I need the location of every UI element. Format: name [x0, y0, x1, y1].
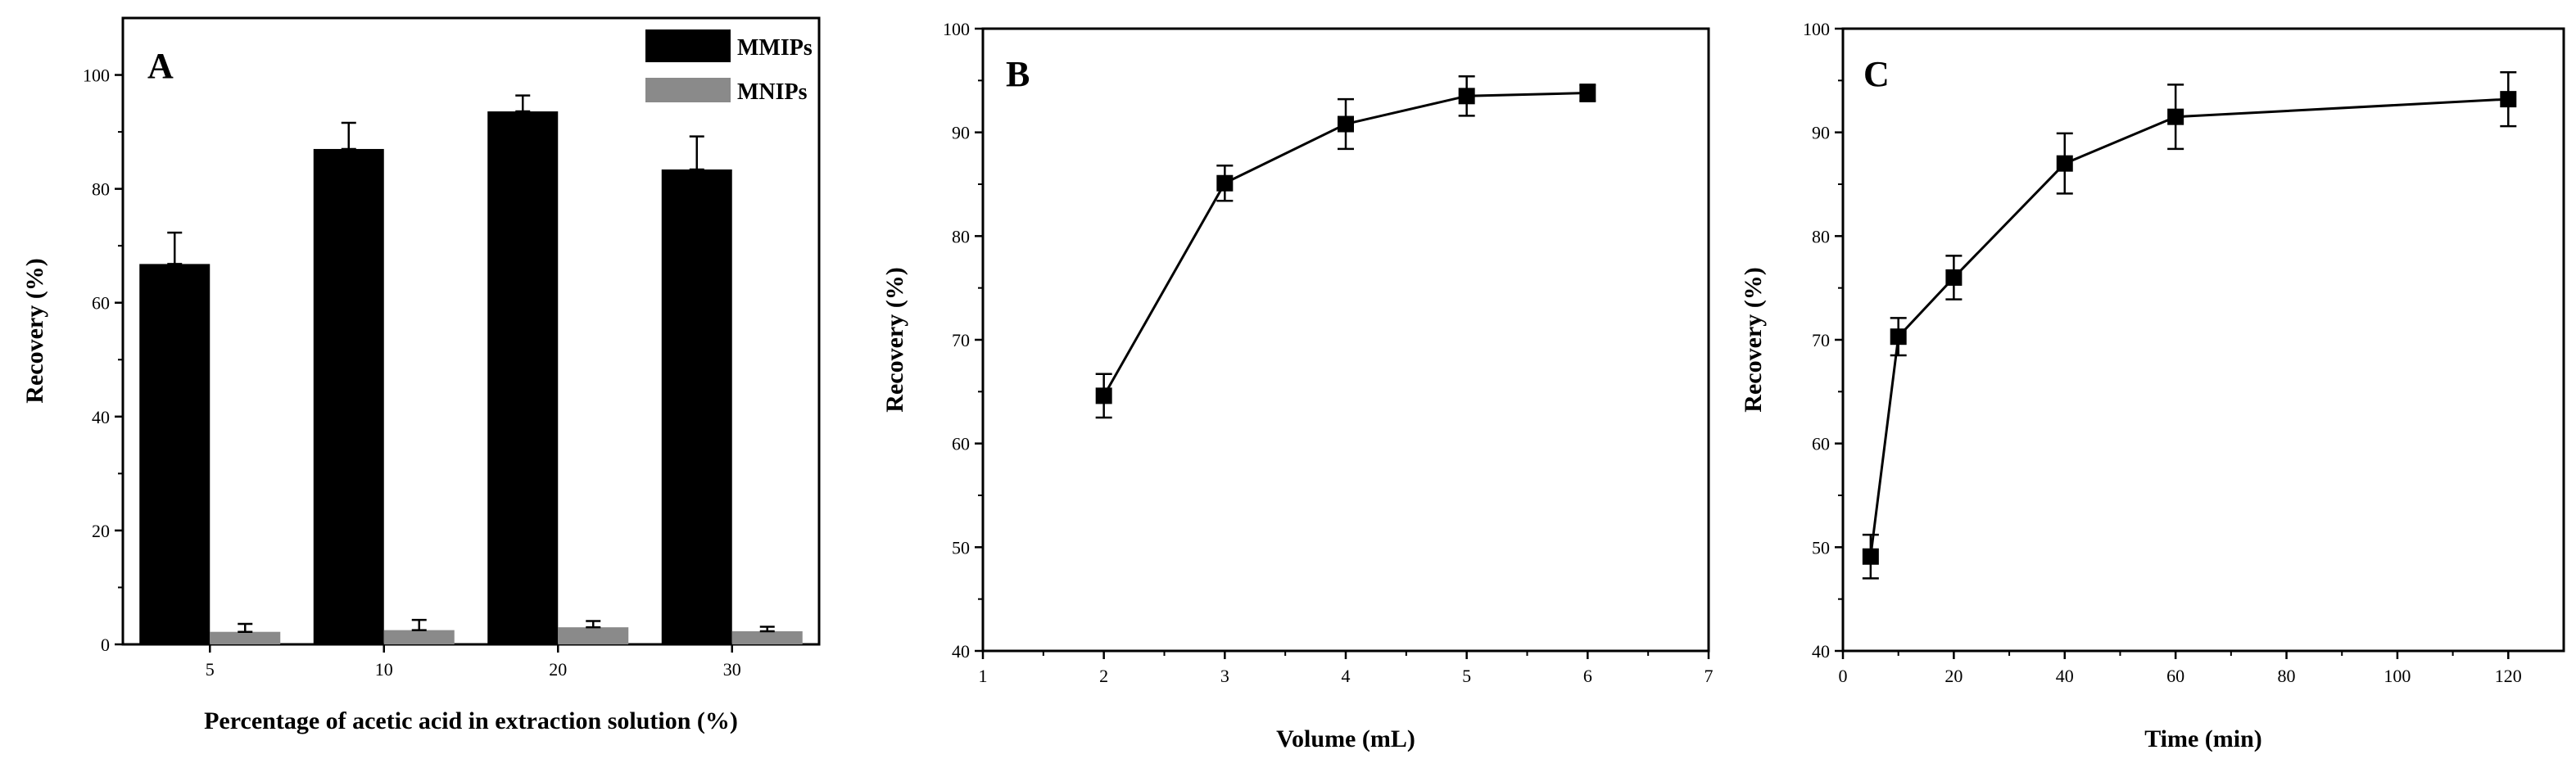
- panel-c-series: [1862, 70, 2517, 580]
- panel-b-x-tick-label: 4: [1342, 666, 1351, 686]
- panel-a-y-tick-label: 60: [92, 293, 110, 314]
- panel-b-x-tick-label: 2: [1099, 666, 1108, 686]
- panel-a-plot-frame: [121, 16, 821, 646]
- panel-a-bar-chart: 0 20 40 60 80 100 5 10 20 30 A Recovery (%) Perce…: [21, 16, 821, 734]
- panel-b-y-tick-label: 70: [952, 330, 970, 350]
- panel-a-x-tick-label: 30: [723, 659, 741, 680]
- panel-a-y-axis-label: Recovery (%): [21, 258, 48, 403]
- panel-b-x-tick-label: 5: [1462, 666, 1471, 686]
- panel-b-axis-ticks: 40 50 60 70 80 90 100 1 2 3 4 5 6 7: [943, 19, 1714, 686]
- panel-a-error-bar-mmips-30: [689, 135, 704, 171]
- panel-a-error-bar-mmips-10: [341, 121, 356, 151]
- panel-c-plot-frame: [1841, 27, 2565, 653]
- panel-c-series-line: [1869, 97, 2509, 557]
- panel-b-y-tick-label: 50: [952, 537, 970, 558]
- legend-label-mnips: MNIPs: [737, 79, 808, 105]
- panel-b-data-point-5: [1458, 88, 1475, 105]
- panel-c-label: C: [1863, 54, 1890, 94]
- panel-c-x-tick-label: 120: [2495, 666, 2522, 686]
- panel-b-x-axis-label: Volume (mL): [1276, 725, 1415, 752]
- legend-swatch-mmips: [645, 29, 731, 62]
- panel-c-y-tick-label: 50: [1812, 537, 1830, 558]
- panel-b-y-axis-label: Recovery (%): [881, 267, 908, 412]
- panel-b-x-tick-label: 6: [1583, 666, 1592, 686]
- panel-b-y-tick-label: 60: [952, 434, 970, 454]
- panel-c-y-axis-label: Recovery (%): [1740, 267, 1767, 412]
- panel-a-y-tick-label: 20: [92, 521, 110, 541]
- panel-b-line-chart: 40 50 60 70 80 90 100 1 2 3 4 5 6 7 B Recovery (%) Vo…: [881, 19, 1714, 752]
- panel-a-y-tick-label: 40: [92, 407, 110, 427]
- panel-a-error-bar-mnips-5: [238, 622, 253, 633]
- panel-c-data-point-40: [2056, 155, 2073, 172]
- panel-a-x-tick-label: 20: [549, 659, 567, 680]
- panel-a-x-axis-label: Percentage of acetic acid in extraction …: [204, 707, 738, 734]
- panel-b-x-tick-label: 3: [1220, 666, 1229, 686]
- panel-a-bar-mmips-10: [313, 148, 384, 645]
- panel-c-x-tick-label: 0: [1839, 666, 1848, 686]
- panel-a-bar-mmips-20: [487, 111, 559, 644]
- panel-b-y-tick-label: 90: [952, 123, 970, 143]
- panel-a-x-tick-label: 10: [375, 659, 393, 680]
- panel-a-error-bar-mnips-30: [759, 626, 775, 633]
- panel-a-bar-mmips-5: [139, 264, 211, 644]
- panel-b-x-tick-label: 7: [1705, 666, 1714, 686]
- panel-b-data-point-6: [1579, 84, 1596, 102]
- panel-c-x-tick-label: 40: [2056, 666, 2074, 686]
- panel-c-x-axis-label: Time (min): [2144, 725, 2262, 752]
- panel-b-data-point-2: [1095, 387, 1112, 404]
- panel-c-data-point-10: [1890, 328, 1907, 346]
- panel-c-y-tick-label: 80: [1812, 226, 1830, 246]
- panel-c-y-tick-label: 60: [1812, 434, 1830, 454]
- panel-c-x-tick-label: 20: [1944, 666, 1963, 686]
- legend-label-mmips: MMIPs: [737, 35, 813, 61]
- panel-c-y-tick-label: 40: [1812, 641, 1830, 662]
- panel-a-bar-mnips-30: [731, 631, 803, 644]
- panel-b-x-tick-label: 1: [979, 666, 988, 686]
- panel-c-line-chart: 40 50 60 70 80 90 100 0 20 40 60 80 100 120 C Recover…: [1740, 19, 2565, 752]
- panel-a-label: A: [147, 46, 174, 86]
- panel-b-y-tick-label: 80: [952, 226, 970, 246]
- panel-a-y-tick-label: 100: [83, 66, 110, 86]
- panel-b-data-point-3: [1216, 174, 1234, 192]
- panel-a-error-bar-mnips-20: [586, 620, 601, 629]
- panel-a-bar-mmips-30: [661, 169, 732, 644]
- panel-c-data-point-60: [2167, 108, 2184, 125]
- panel-a-x-tick-label: 5: [206, 659, 215, 680]
- panel-a-y-tick-label: 0: [101, 635, 110, 655]
- panel-c-y-tick-label: 90: [1812, 123, 1830, 143]
- panel-c-data-point-120: [2500, 91, 2517, 108]
- panel-a-axis-ticks: 0 20 40 60 80 100 5 10 20 30: [83, 66, 741, 680]
- panel-a-bar-mnips-10: [383, 630, 455, 644]
- panel-c-y-tick-label: 100: [1803, 19, 1830, 39]
- panel-c-x-tick-label: 80: [2278, 666, 2296, 686]
- panel-a-y-tick-label: 80: [92, 179, 110, 200]
- panel-b-y-tick-label: 40: [952, 641, 970, 662]
- panel-c-axis-ticks: 40 50 60 70 80 90 100 0 20 40 60 80 100 120: [1803, 19, 2522, 686]
- legend-swatch-mnips: [645, 78, 731, 102]
- panel-b-series: [1095, 75, 1596, 419]
- panel-a-bars: [139, 94, 803, 645]
- panel-a-error-bar-mmips-5: [167, 231, 183, 265]
- panel-c-data-point-20: [1945, 269, 1963, 286]
- panel-c-x-tick-label: 100: [2384, 666, 2411, 686]
- panel-c-y-tick-label: 70: [1812, 330, 1830, 350]
- panel-c-x-tick-label: 60: [2166, 666, 2184, 686]
- panel-a-legend: MMIPs MNIPs: [645, 29, 813, 105]
- panel-b-label: B: [1006, 54, 1030, 94]
- panel-b-data-point-4: [1338, 115, 1354, 133]
- panel-a-bar-mnips-20: [558, 627, 629, 644]
- panel-a-bar-mnips-5: [210, 631, 281, 644]
- panel-a-error-bar-mmips-20: [515, 94, 531, 113]
- panel-a-error-bar-mnips-10: [411, 618, 427, 631]
- panel-c-data-point-5: [1862, 548, 1879, 565]
- panel-b-y-tick-label: 100: [943, 19, 970, 39]
